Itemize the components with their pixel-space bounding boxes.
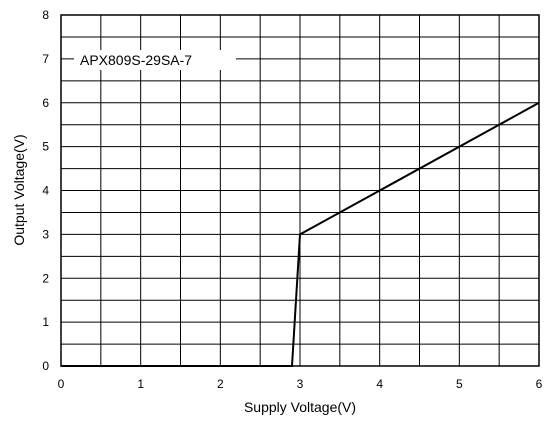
x-tick-label: 0	[58, 377, 65, 391]
plot-frame	[60, 14, 540, 367]
x-tick-labels: 0 1 2 3 4 5 6	[58, 377, 543, 391]
plot-area-border	[60, 14, 540, 367]
x-axis-title: Supply Voltage(V)	[244, 399, 356, 415]
y-axis-title: Output Voltage(V)	[11, 134, 27, 245]
y-tick-label: 3	[42, 227, 49, 241]
grid-lines	[61, 15, 539, 366]
x-tick-label: 1	[137, 377, 144, 391]
y-tick-label: 2	[42, 271, 49, 285]
x-tick-label: 4	[376, 377, 383, 391]
y-tick-label: 0	[42, 359, 49, 373]
y-tick-labels: 0 1 2 3 4 5 6 7 8	[42, 8, 49, 373]
x-tick-label: 5	[456, 377, 463, 391]
y-tick-label: 1	[42, 315, 49, 329]
legend-label: APX809S-29SA-7	[80, 52, 192, 68]
legend-background	[74, 50, 236, 70]
y-tick-label: 8	[42, 8, 49, 22]
y-tick-label: 7	[42, 52, 49, 66]
x-tick-label: 2	[217, 377, 224, 391]
y-tick-label: 6	[42, 96, 49, 110]
legend: APX809S-29SA-7	[74, 50, 236, 70]
x-tick-label: 3	[297, 377, 304, 391]
x-tick-label: 6	[536, 377, 543, 391]
y-tick-label: 4	[42, 184, 49, 198]
y-tick-label: 5	[42, 140, 49, 154]
